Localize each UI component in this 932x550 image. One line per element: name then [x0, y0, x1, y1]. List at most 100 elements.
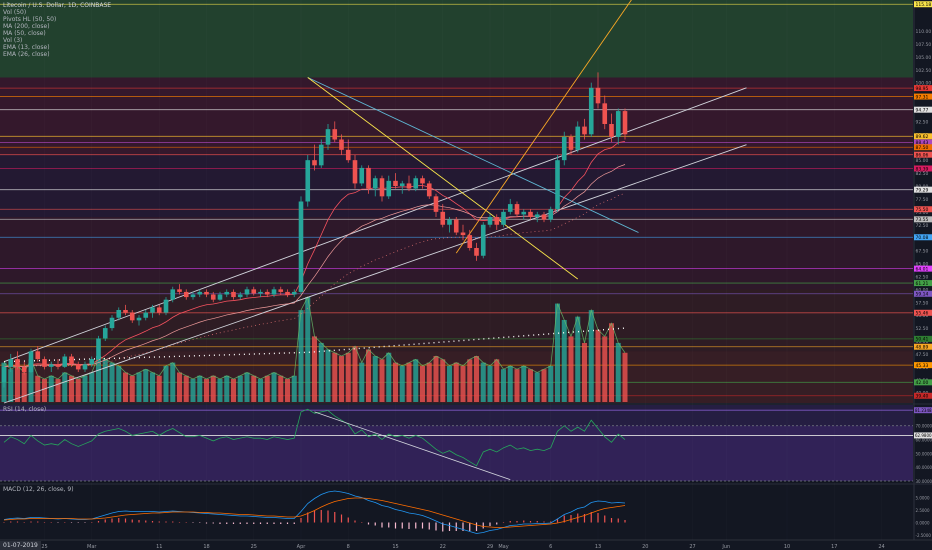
macd-histogram-bar — [111, 518, 113, 523]
candle-body — [588, 87, 594, 135]
macd-histogram-bar — [320, 510, 322, 523]
support-resistance-zone — [0, 0, 913, 78]
candle-body — [48, 364, 54, 367]
legend-item[interactable]: MA (50, close) — [3, 30, 46, 37]
volume-bar — [359, 362, 365, 402]
macd-histogram-bar — [185, 522, 187, 523]
volume-bar — [15, 365, 20, 402]
yellow-trendline — [307, 77, 579, 280]
candle-body — [575, 126, 581, 150]
volume-bar — [433, 356, 439, 402]
candle-body — [514, 204, 520, 215]
macd-histogram-bar — [219, 522, 221, 524]
candle-body — [440, 211, 446, 225]
volume-bar — [541, 369, 547, 402]
macd-histogram-bar — [415, 522, 417, 529]
rsi-value-badge — [914, 407, 932, 414]
volume-bar — [244, 372, 250, 402]
volume-bar — [399, 365, 405, 402]
macd-histogram-bar — [50, 522, 52, 523]
rsi-value-badge-label: 81.2348 — [915, 408, 932, 413]
volume-bar — [190, 379, 196, 402]
candle-body — [325, 129, 331, 145]
candle-body — [615, 111, 621, 137]
price-level-badge-label: 83.39 — [916, 166, 929, 172]
candle-body — [413, 178, 419, 189]
macd-histogram-bar — [550, 521, 552, 523]
macd-histogram-bar — [570, 515, 572, 523]
legend-item[interactable]: Vol (50) — [3, 9, 27, 16]
macd-histogram-bar — [610, 518, 613, 523]
volume-bar — [163, 365, 169, 402]
macd-line — [3, 490, 626, 534]
volume-bar — [588, 310, 594, 402]
price-level-badge-label: 59.14 — [916, 292, 929, 298]
legend-item[interactable]: EMA (26, close) — [3, 51, 50, 58]
price-tick-label: 102.50 — [916, 68, 932, 74]
price-level-badge-label: 73.55 — [916, 217, 929, 223]
price-level-badge — [914, 234, 932, 241]
legend-item[interactable]: Vol (3) — [3, 37, 23, 44]
candle-body — [345, 149, 351, 161]
macd-histogram-bar — [327, 510, 329, 523]
legend-item[interactable]: EMA (13, close) — [3, 44, 50, 51]
volume-bar — [305, 297, 311, 402]
macd-histogram-bar — [131, 519, 133, 523]
price-tick-label: 85.00 — [916, 158, 929, 164]
candle-body — [291, 291, 297, 295]
macd-histogram-bar — [97, 521, 100, 523]
candle-body — [474, 248, 479, 256]
volume-bar — [271, 372, 277, 402]
time-tick-label: 13 — [595, 544, 601, 550]
rsi-tick-label: 60.0000 — [916, 438, 932, 443]
candle-body — [163, 299, 169, 313]
macd-histogram-bar — [239, 522, 241, 524]
volume-bar — [514, 369, 520, 402]
candle-body — [183, 291, 189, 298]
candle-body — [102, 328, 108, 339]
rsi-tick-label: 70.0000 — [916, 424, 932, 429]
volume-bar — [345, 352, 351, 402]
macd-histogram-bar — [37, 521, 39, 523]
volume-bar — [143, 369, 149, 402]
macd-histogram-bar — [516, 521, 518, 523]
price-tick-label: 77.50 — [916, 197, 929, 203]
candle-body — [237, 294, 243, 298]
time-tick-label: 22 — [440, 544, 446, 550]
volume-bar — [82, 375, 88, 402]
price-level-badge-label: 86.06 — [916, 152, 929, 158]
price-level-badge — [914, 1, 932, 8]
macd-histogram-bar — [590, 512, 592, 523]
candle-body — [298, 201, 304, 292]
volume-bar — [386, 352, 392, 402]
candle-body — [190, 294, 196, 298]
macd-histogram-bar — [57, 522, 59, 523]
price-level-badge — [914, 362, 932, 369]
volume-bar — [35, 375, 41, 402]
legend-item[interactable]: MA (200, close) — [3, 23, 50, 30]
macd-histogram-bar — [374, 522, 376, 526]
volume-bar — [352, 346, 358, 402]
time-tick-label: Jun — [721, 544, 730, 550]
price-tick-label: 60.00 — [916, 287, 929, 293]
candle-body — [406, 183, 412, 189]
candle-body — [285, 291, 290, 295]
time-tick-label: 25 — [41, 544, 47, 550]
macd-histogram-bar — [435, 522, 437, 531]
volume-bar — [474, 356, 479, 402]
price-tick-label: 65.00 — [916, 262, 929, 268]
legend-item[interactable]: Pivots HL (50, 50) — [3, 16, 57, 23]
macd-histogram-bar — [104, 519, 106, 523]
macd-histogram-bar — [475, 522, 478, 531]
macd-signal-line — [3, 497, 626, 528]
price-level-badge — [914, 290, 932, 297]
candle-body — [602, 103, 608, 124]
time-tick-label: Apr — [297, 544, 307, 550]
time-tick-label: 29 — [487, 544, 493, 550]
macd-histogram-bar — [347, 517, 349, 523]
price-level-badge-label: 115.18 — [916, 2, 932, 8]
volume-bar — [420, 365, 425, 402]
rsi-band — [0, 425, 913, 481]
volume-bar — [548, 365, 554, 402]
